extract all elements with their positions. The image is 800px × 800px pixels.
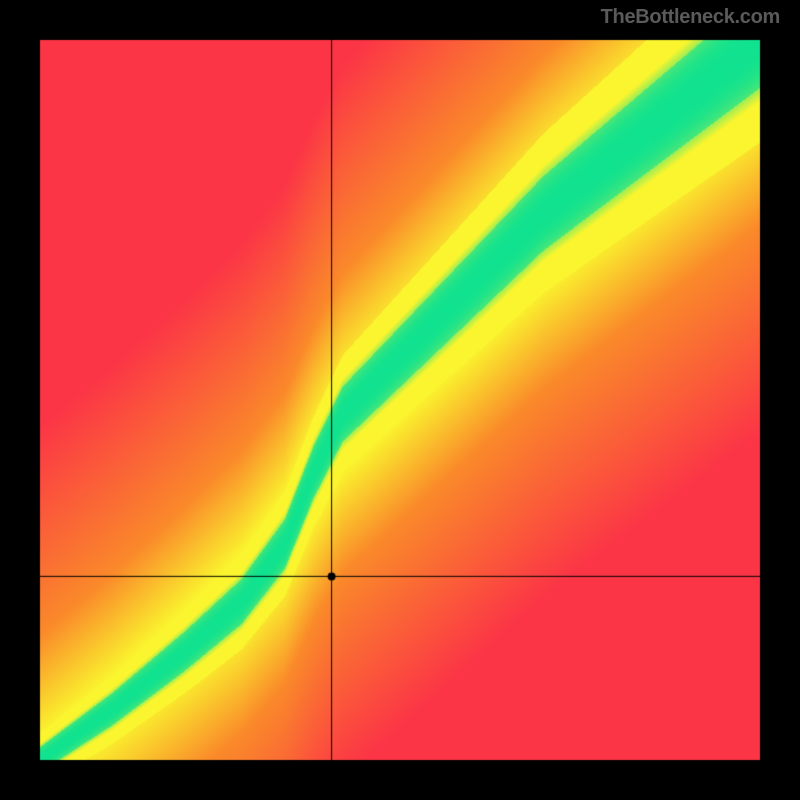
watermark-text: TheBottleneck.com bbox=[601, 6, 780, 29]
bottleneck-heatmap bbox=[0, 0, 800, 800]
chart-container: TheBottleneck.com bbox=[0, 0, 800, 800]
